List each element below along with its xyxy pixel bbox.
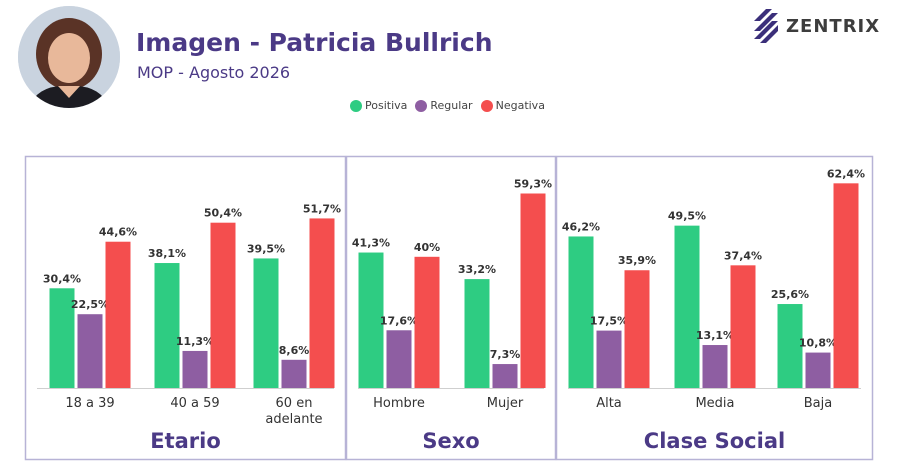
data-label-40-a-59-positiva: 38,1% xyxy=(148,247,186,260)
page-title: Imagen - Patricia Bullrich xyxy=(136,28,493,57)
bar-hombre-positiva xyxy=(358,252,384,388)
data-label-40-a-59-negativa: 50,4% xyxy=(204,207,242,220)
bar-18-a-39-positiva xyxy=(49,288,75,388)
bar-alta-negativa xyxy=(624,270,650,388)
bar-60-en-adelante-regular xyxy=(281,359,307,388)
bar-40-a-59-negativa xyxy=(210,222,236,388)
page-subtitle: MOP - Agosto 2026 xyxy=(137,63,291,82)
legend-label-negativa: Negativa xyxy=(495,99,545,112)
data-label-alta-negativa: 35,9% xyxy=(618,254,656,267)
data-label-hombre-regular: 17,6% xyxy=(380,314,418,327)
legend-item-positiva: Positiva xyxy=(350,99,407,112)
category-label-mujer: Mujer xyxy=(487,396,524,411)
data-label-baja-positiva: 25,6% xyxy=(771,288,809,301)
bar-mujer-positiva xyxy=(464,279,490,388)
data-label-60-en-adelante-negativa: 51,7% xyxy=(303,202,341,215)
panel-frame-clase-social xyxy=(555,155,874,461)
category-label-60-en-adelante: 60 en xyxy=(276,396,313,411)
data-label-60-en-adelante-regular: 8,6% xyxy=(279,344,310,357)
data-label-hombre-positiva: 41,3% xyxy=(352,237,390,250)
data-label-18-a-39-regular: 22,5% xyxy=(71,298,109,311)
bar-media-positiva xyxy=(674,225,700,388)
data-label-alta-regular: 17,5% xyxy=(590,315,628,328)
bar-alta-regular xyxy=(596,330,622,388)
bar-60-en-adelante-positiva xyxy=(253,258,279,388)
legend-item-regular: Regular xyxy=(415,99,473,112)
bar-baja-regular xyxy=(805,352,831,388)
bar-media-negativa xyxy=(730,265,756,388)
category-label-alta: Alta xyxy=(596,396,622,411)
group-title-sexo: Sexo xyxy=(422,429,479,453)
bar-mujer-negativa xyxy=(520,193,546,388)
bar-40-a-59-regular xyxy=(182,350,208,388)
chart-legend: Positiva Regular Negativa xyxy=(350,99,549,112)
bar-40-a-59-positiva xyxy=(154,263,180,388)
panel-frame-sexo xyxy=(345,155,557,461)
data-label-mujer-positiva: 33,2% xyxy=(458,263,496,276)
bar-baja-positiva xyxy=(777,304,803,388)
legend-label-positiva: Positiva xyxy=(365,99,408,112)
data-label-media-negativa: 37,4% xyxy=(724,249,762,262)
data-label-baja-negativa: 62,4% xyxy=(827,167,865,180)
bar-18-a-39-negativa xyxy=(105,241,131,388)
data-label-alta-positiva: 46,2% xyxy=(562,220,600,233)
bar-alta-positiva xyxy=(568,236,594,388)
bar-18-a-39-regular xyxy=(77,314,103,388)
data-label-media-positiva: 49,5% xyxy=(668,210,706,223)
bar-media-regular xyxy=(702,345,728,388)
category-label-media: Media xyxy=(695,396,734,411)
data-label-60-en-adelante-positiva: 39,5% xyxy=(247,242,285,255)
group-title-clase-social: Clase Social xyxy=(644,429,785,453)
category-label-hombre: Hombre xyxy=(373,396,425,411)
legend-item-negativa: Negativa xyxy=(480,99,545,112)
zentrix-logo-icon xyxy=(754,9,778,43)
legend-swatch-positiva xyxy=(350,99,362,112)
group-title-etario: Etario xyxy=(150,429,221,453)
data-label-mujer-negativa: 59,3% xyxy=(514,177,552,190)
bar-hombre-negativa xyxy=(414,256,440,388)
data-label-baja-regular: 10,8% xyxy=(799,337,837,350)
legend-swatch-regular xyxy=(415,99,428,112)
category-label-40-a-59: 40 a 59 xyxy=(170,396,219,411)
bar-60-en-adelante-negativa xyxy=(309,218,335,388)
data-label-mujer-regular: 7,3% xyxy=(490,348,521,361)
data-label-40-a-59-regular: 11,3% xyxy=(176,335,214,348)
category-label-18-a-39: 18 a 39 xyxy=(65,396,114,411)
bar-baja-negativa xyxy=(833,183,859,388)
bar-mujer-regular xyxy=(492,364,518,388)
data-label-18-a-39-negativa: 44,6% xyxy=(99,226,137,239)
avatar xyxy=(18,6,120,108)
category-label-60-en-adelante: adelante xyxy=(265,412,322,427)
logo-text: ZENTRIX xyxy=(786,15,881,37)
data-label-18-a-39-positiva: 30,4% xyxy=(43,272,81,285)
data-label-media-regular: 13,1% xyxy=(696,329,734,342)
category-label-baja: Baja xyxy=(804,396,832,411)
legend-label-regular: Regular xyxy=(430,99,473,112)
bar-hombre-regular xyxy=(386,330,412,388)
legend-swatch-negativa xyxy=(480,99,493,112)
data-label-hombre-negativa: 40% xyxy=(414,241,440,254)
portrait-image xyxy=(18,6,120,108)
brand-logo: ZENTRIX xyxy=(752,8,880,44)
panel-frame-etario xyxy=(24,155,347,461)
